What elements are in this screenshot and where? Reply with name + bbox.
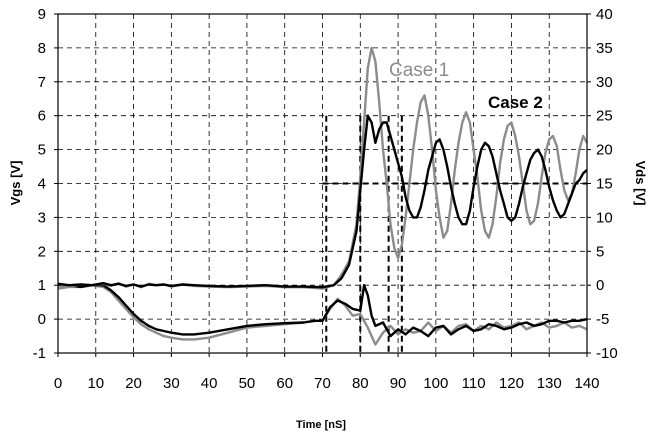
x-tick-label: 60 — [276, 375, 293, 392]
annotation-case-2: Case 2 — [488, 93, 543, 112]
y-tick-label-right: 40 — [596, 6, 613, 23]
tick-labels: 0 10 20 30 40 50 60 70 80 90 100 110 120 130 140-10123… — [33, 6, 618, 392]
y-tick-label-left: 2 — [38, 243, 46, 260]
y-tick-label-left: 3 — [38, 209, 46, 226]
x-axis-title: Time [nS] — [296, 419, 346, 431]
series-vgs-case-1 — [57, 284, 588, 346]
x-tick-label: 0 — [54, 375, 62, 392]
y-tick-label-right: 5 — [596, 243, 604, 260]
annotation-case-1: Case 1 — [389, 60, 449, 81]
x-tick-label: 90 — [390, 375, 407, 392]
y-tick-label-left: 9 — [38, 6, 46, 23]
x-tick-label: 30 — [163, 375, 180, 392]
x-tick-label: 40 — [201, 375, 218, 392]
y-tick-label-left: 5 — [38, 142, 46, 159]
y-tick-label-left: 4 — [38, 176, 46, 193]
series-vds-case-2 — [57, 114, 588, 289]
y-tick-label-right: 30 — [596, 74, 613, 91]
ticks — [54, 13, 591, 357]
y-tick-label-right: 20 — [596, 142, 613, 159]
x-tick-label: 140 — [574, 375, 599, 392]
x-tick-label: 110 — [462, 375, 486, 392]
y-tick-label-right: -5 — [596, 311, 609, 328]
x-tick-label: 120 — [499, 375, 524, 392]
y-axis-title-left: Vgs [V] — [8, 161, 23, 206]
x-tick-label: 100 — [423, 375, 448, 392]
y-tick-label-right: 0 — [596, 277, 604, 294]
x-tick-label: 80 — [352, 375, 369, 392]
x-tick-label: 70 — [314, 375, 331, 392]
y-tick-label-right: 35 — [596, 40, 613, 57]
y-axis-title-right: Vds [V] — [633, 161, 648, 206]
y-tick-label-right: -10 — [596, 345, 618, 362]
y-tick-label-left: 1 — [38, 277, 46, 294]
x-tick-label: 50 — [239, 375, 256, 392]
x-tick-label: 10 — [87, 375, 104, 392]
y-tick-label-right: 25 — [596, 108, 613, 125]
y-tick-label-left: 0 — [38, 311, 46, 328]
x-tick-label: 20 — [125, 375, 142, 392]
reference-lines — [322, 115, 587, 353]
series-lines — [57, 46, 589, 346]
y-tick-label-left: 8 — [38, 40, 46, 57]
y-tick-label-right: 15 — [596, 176, 613, 193]
y-tick-label-right: 10 — [596, 209, 613, 226]
x-tick-label: 130 — [537, 375, 562, 392]
y-tick-label-left: 7 — [38, 74, 46, 91]
y-tick-label-left: -1 — [33, 345, 46, 362]
y-tick-label-left: 6 — [38, 108, 46, 125]
series-vgs-case-2 — [58, 284, 588, 338]
